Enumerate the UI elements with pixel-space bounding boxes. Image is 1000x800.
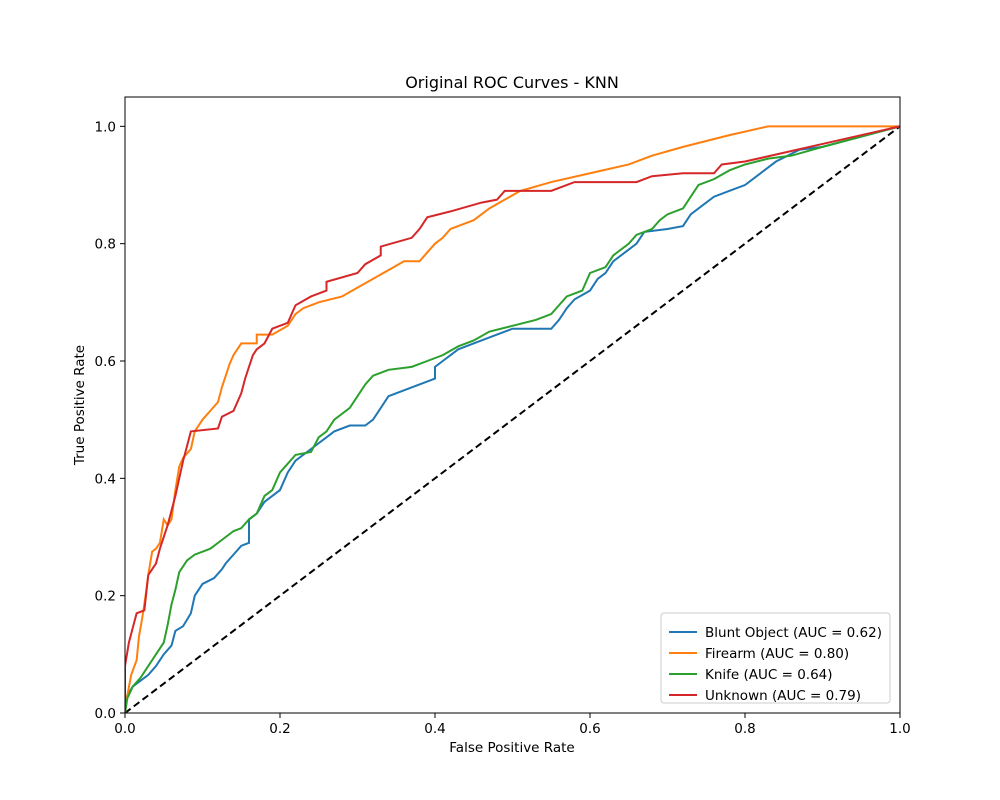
plot-lines <box>125 125 900 713</box>
x-tick-label: 0.2 <box>269 721 290 737</box>
legend-label-3: Unknown (AUC = 0.79) <box>705 688 861 704</box>
y-tick-label: 0.0 <box>95 706 116 722</box>
x-tick-label: 1.0 <box>889 721 910 737</box>
x-tick-label: 0.8 <box>734 721 755 737</box>
y-tick-label: 0.4 <box>95 471 116 487</box>
series-line-3 <box>125 125 900 713</box>
x-tick-label: 0.0 <box>114 721 135 737</box>
series-line-2 <box>125 125 900 713</box>
series-line-1 <box>125 125 900 713</box>
y-tick-label: 0.2 <box>95 589 116 605</box>
series-line-0 <box>125 125 900 713</box>
legend-label-0: Blunt Object (AUC = 0.62) <box>705 625 882 641</box>
axes: 0.0 0.2 0.4 0.6 0.8 1.0 0.0 0.2 0.4 0.6 0.8 1.0 <box>95 96 911 737</box>
legend: Blunt Object (AUC = 0.62) Firearm (AUC = … <box>660 612 891 704</box>
reference-diagonal-line <box>125 125 900 713</box>
y-tick-label: 1.0 <box>95 119 116 135</box>
plot-frame <box>124 96 901 714</box>
legend-label-2: Knife (AUC = 0.64) <box>705 667 833 683</box>
legend-label-1: Firearm (AUC = 0.80) <box>705 646 849 662</box>
y-axis-label: True Positive Rate <box>72 345 88 466</box>
x-tick-label: 0.4 <box>424 721 445 737</box>
legend-box <box>660 612 891 704</box>
y-tick-label: 0.6 <box>95 354 116 370</box>
x-tick-label: 0.6 <box>579 721 600 737</box>
y-tick-label: 0.8 <box>95 237 116 253</box>
chart-title: Original ROC Curves - KNN <box>405 73 619 92</box>
x-axis-label: False Positive Rate <box>449 740 574 756</box>
